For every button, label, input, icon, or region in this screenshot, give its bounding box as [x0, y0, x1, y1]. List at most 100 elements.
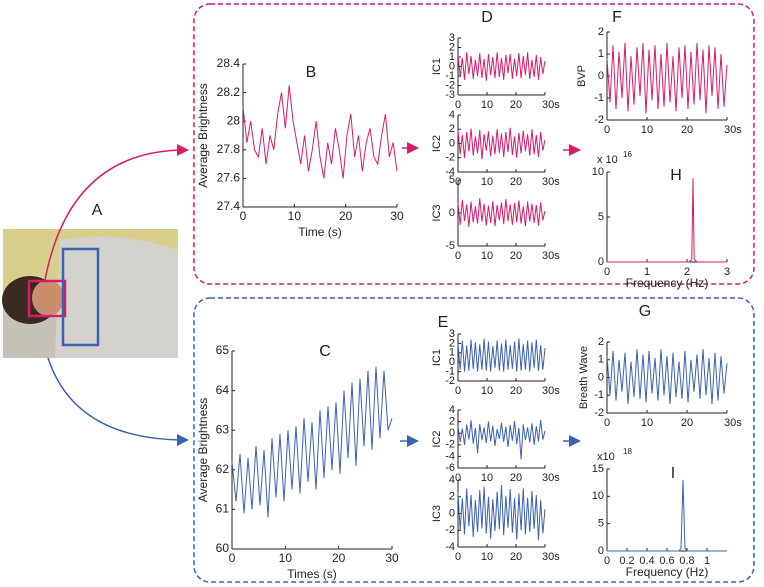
y-tick-label: 2	[449, 416, 455, 428]
x-tick-label: 30s	[724, 417, 742, 429]
signal-line	[457, 338, 546, 372]
panel-label: E	[438, 314, 449, 331]
x-tick-label: 20	[681, 417, 693, 429]
y-axis-label: IC2	[431, 135, 443, 152]
x-tick-label: 0	[604, 266, 610, 278]
x-tick-label: 30s	[542, 99, 560, 111]
x-tick-label: 3	[724, 266, 730, 278]
y-tick-label: 27.4	[217, 199, 241, 213]
y-tick-label: 2	[449, 123, 455, 135]
x-tick-label: 0	[240, 209, 247, 223]
y-tick-label: 28	[227, 113, 241, 127]
y-tick-label: 28.4	[217, 56, 241, 70]
x-tick-label: 30	[390, 209, 404, 223]
x-tick-label: 30	[385, 551, 399, 565]
y-axis-label: IC2	[431, 430, 443, 447]
panel-label: B	[306, 64, 317, 81]
y-axis-label: IC1	[431, 58, 443, 75]
y-tick-label: 2	[598, 26, 604, 38]
y-tick-label: 10	[592, 166, 604, 178]
x-tick-label: 10	[481, 472, 493, 484]
signal-line	[606, 349, 728, 405]
y-tick-label: 2	[449, 337, 455, 349]
y-tick-label: 3	[449, 328, 455, 340]
y-tick-label: 2	[598, 336, 604, 348]
y-axis-label: Average Brightness	[196, 83, 210, 188]
arrow	[44, 144, 189, 281]
x-axis-label: Times (s)	[287, 567, 337, 581]
x-axis-label: Frequency (Hz)	[626, 565, 709, 579]
x-tick-label: 0.8	[679, 555, 694, 567]
x-tick-label: 20	[332, 551, 346, 565]
signal-line	[457, 419, 546, 460]
y-tick-label: 4	[449, 404, 455, 416]
scale-exponent: 18	[623, 447, 632, 456]
x-tick-label: 1	[704, 555, 710, 567]
x-tick-label: 10	[481, 176, 493, 188]
x-tick-label: 10	[481, 551, 493, 563]
signal-line	[242, 85, 398, 179]
signal-line	[607, 178, 727, 263]
y-tick-label: 1	[598, 48, 604, 60]
y-tick-label: -6	[445, 462, 455, 474]
arrow	[47, 357, 189, 446]
x-tick-label: 0	[455, 472, 461, 484]
x-tick-label: 30s	[542, 551, 560, 563]
x-tick-label: 10	[288, 209, 302, 223]
y-axis-label: BVP	[576, 65, 588, 87]
panel-label: G	[639, 303, 651, 320]
y-tick-label: -2	[445, 375, 455, 387]
y-tick-label: 0	[598, 545, 604, 557]
x-tick-label: 20	[339, 209, 353, 223]
x-tick-label: 10	[641, 124, 653, 136]
y-tick-label: 63	[216, 422, 230, 436]
signal-line	[606, 42, 728, 114]
x-tick-label: 10	[481, 250, 493, 262]
y-tick-label: 4	[449, 109, 455, 121]
y-tick-label: 5	[598, 211, 604, 223]
y-tick-label: -4	[445, 541, 455, 553]
panel-label: C	[319, 343, 331, 360]
y-tick-label: 3	[449, 32, 455, 44]
photo	[2, 229, 178, 358]
x-tick-label: 2	[684, 266, 690, 278]
panel-label: A	[92, 202, 103, 219]
y-tick-label: -4	[445, 450, 455, 462]
y-tick-label: 0	[598, 70, 604, 82]
x-tick-label: 30s	[542, 472, 560, 484]
x-tick-label: 10	[279, 551, 293, 565]
x-tick-label: 0	[455, 385, 461, 397]
x-tick-label: 0.4	[639, 555, 654, 567]
y-tick-label: 0	[449, 356, 455, 368]
x-tick-label: 10	[641, 417, 653, 429]
x-tick-label: 0	[455, 551, 461, 563]
y-tick-label: -1	[445, 70, 455, 82]
x-tick-label: 20	[510, 472, 522, 484]
x-tick-label: 20	[510, 99, 522, 111]
y-tick-label: 5	[449, 174, 455, 186]
y-tick-label: -5	[445, 240, 455, 252]
y-axis-label: IC3	[431, 204, 443, 221]
x-tick-label: 0	[604, 417, 610, 429]
x-tick-label: 0	[604, 555, 610, 567]
y-tick-label: 0	[449, 507, 455, 519]
x-axis-label: Time (s)	[298, 225, 342, 239]
panel-label: H	[670, 167, 682, 184]
x-tick-label: 20	[510, 176, 522, 188]
x-tick-label: 30s	[542, 250, 560, 262]
y-tick-label: -1	[594, 389, 604, 401]
signal-line	[607, 479, 727, 552]
y-tick-label: 62	[216, 462, 230, 476]
y-tick-label: -2	[445, 524, 455, 536]
x-tick-label: 0	[455, 99, 461, 111]
panel-label: D	[481, 9, 493, 26]
y-tick-label: 10	[592, 490, 604, 502]
y-tick-label: -1	[445, 366, 455, 378]
y-tick-label: 15	[592, 463, 604, 475]
x-tick-label: 0.6	[659, 555, 674, 567]
x-tick-label: 10	[481, 99, 493, 111]
panel-label: I	[671, 465, 675, 482]
y-tick-label: 27.6	[217, 171, 241, 185]
signal-line	[457, 52, 546, 81]
